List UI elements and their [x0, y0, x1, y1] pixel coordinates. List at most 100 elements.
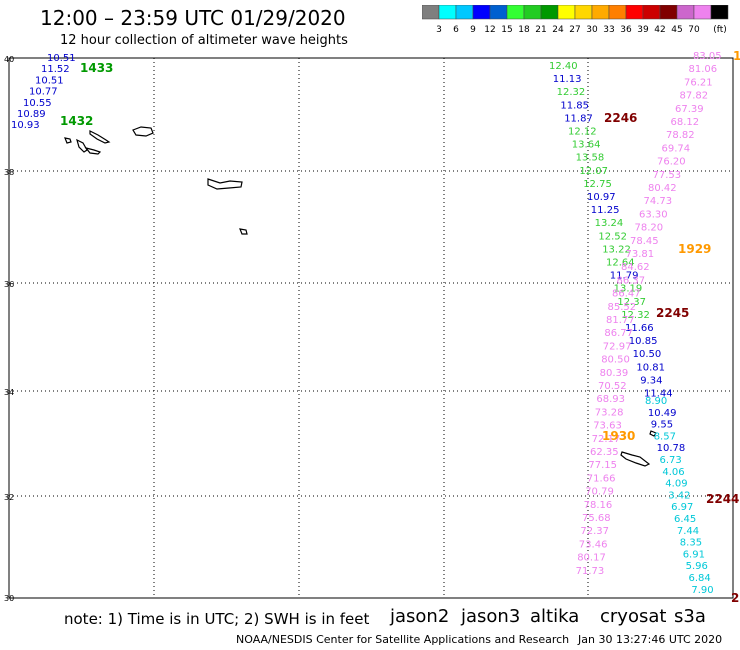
scale-label: 18: [518, 25, 530, 35]
swh-value-mid: 12.07: [579, 166, 608, 177]
pass-time-1432: 1432: [60, 114, 93, 128]
swh-value-lower: 8.90: [645, 396, 667, 407]
lat-label: 36: [4, 280, 14, 289]
swh-value-left: 10.77: [29, 87, 58, 98]
pass-time-1929: 1929: [678, 242, 711, 256]
swh-value-lower: 8.35: [680, 538, 702, 549]
pass-time-2: 2: [731, 591, 739, 605]
swh-value-right: 83.05: [693, 51, 722, 62]
lon-label: -15: [726, 604, 739, 605]
swh-value-right: 86.77: [604, 328, 633, 339]
island-outline: [84, 146, 102, 155]
swh-value-right: 80.39: [600, 368, 629, 379]
legend-jason3: jason3: [461, 606, 521, 627]
swh-value-lower: 7.44: [677, 526, 699, 537]
wave-height-map: 40 38 36 34 32 30-30 -27 -24 -21 -18 -15 10.5111.52…: [2, 49, 740, 605]
swh-value-lower: 6.97: [671, 502, 693, 513]
swh-value-right: 80.42: [648, 183, 677, 194]
swh-value-mid: 10.81: [636, 362, 665, 373]
swh-value-right: 74.73: [644, 196, 673, 207]
swh-value-mid: 12.37: [617, 297, 646, 308]
scale-label: 30: [586, 25, 598, 35]
pass-time-2244: 2244: [706, 492, 739, 506]
swh-value-right: 84.62: [621, 262, 650, 273]
lon-label: -18: [581, 604, 594, 605]
pass-time-1: 1: [733, 49, 740, 63]
generation-timestamp: Jan 30 13:27:46 UTC 2020: [578, 633, 723, 646]
lon-label: -21: [437, 604, 450, 605]
swh-value-right: 77.15: [588, 460, 617, 471]
scale-label: 24: [552, 25, 564, 35]
swh-value-right: 69.74: [662, 143, 691, 154]
color-scale-bar: 3 6 9 12 15 18 21 24 27 30 33 36 39 42 45 70 (ft): [422, 5, 729, 35]
swh-value-right: 73.28: [595, 407, 624, 418]
scale-swatch: [710, 5, 729, 20]
swh-value-mid: 13.22: [602, 244, 631, 255]
swh-value-mid: 11.25: [591, 205, 620, 216]
swh-value-right: 72.37: [580, 526, 609, 537]
legend-jason2: jason2: [390, 606, 450, 627]
swh-value-lower: 9.55: [651, 420, 673, 431]
swh-value-left: 10.51: [35, 75, 64, 86]
swh-value-right: 73.46: [579, 539, 608, 550]
map-frame: [8, 57, 734, 599]
swh-value-lower: 4.06: [662, 467, 684, 478]
scale-unit: (ft): [713, 25, 727, 35]
swh-value-left: 11.52: [41, 64, 70, 75]
pass-time-1930: 1930: [602, 429, 635, 443]
swh-value-mid: 11.13: [553, 74, 582, 85]
swh-value-right: 80.17: [577, 553, 606, 564]
map-subtitle: 12 hour collection of altimeter wave hei…: [60, 33, 348, 48]
swh-value-right: 86.47: [612, 289, 641, 300]
swh-value-mid: 11.66: [625, 323, 654, 334]
scale-label: 21: [535, 25, 546, 35]
island-outline: [89, 130, 111, 144]
swh-value-mid: 12.75: [583, 179, 612, 190]
swh-value-lower: 10.78: [657, 443, 686, 454]
swh-value-mid: 11.85: [560, 100, 589, 111]
swh-value-right: 72.97: [603, 341, 632, 352]
swh-value-left: 10.55: [23, 98, 52, 109]
swh-value-right: 78.45: [630, 236, 659, 247]
island-outline: [620, 451, 651, 467]
swh-value-mid: 12.64: [606, 258, 635, 269]
swh-value-mid: 12.32: [557, 87, 586, 98]
swh-value-mid: 12.52: [598, 231, 627, 242]
swh-value-lower: 10.49: [648, 408, 677, 419]
credit-line: NOAA/NESDIS Center for Satellite Applica…: [236, 633, 570, 646]
swh-value-right: 81.77: [606, 315, 635, 326]
swh-value-left: 10.89: [17, 109, 46, 120]
lon-label: -27: [147, 604, 160, 605]
swh-value-right: 78.20: [635, 223, 664, 234]
swh-value-lower: 8.57: [654, 431, 676, 442]
swh-value-mid: 11.44: [644, 389, 673, 400]
swh-value-right: 71.66: [587, 473, 616, 484]
island-outline: [649, 430, 657, 437]
swh-value-right: 76.21: [684, 77, 713, 88]
scale-label: 33: [603, 25, 614, 35]
swh-value-left: 10.93: [11, 120, 40, 131]
swh-value-right: 63.30: [639, 209, 668, 220]
swh-value-mid: 12.12: [568, 127, 597, 138]
scale-label: 12: [484, 25, 495, 35]
lat-label: 38: [4, 168, 14, 177]
swh-value-mid: 11.79: [610, 271, 639, 282]
scale-label: 27: [569, 25, 580, 35]
swh-value-right: 67.39: [675, 104, 704, 115]
swh-value-mid: 13.64: [572, 140, 601, 151]
lat-label: 32: [4, 493, 14, 502]
swh-value-right: 81.06: [689, 64, 718, 75]
scale-label: 70: [688, 25, 700, 35]
swh-value-right: 75.68: [582, 513, 611, 524]
island-outline: [132, 126, 154, 137]
island-outline: [64, 137, 72, 144]
pass-time-2245: 2245: [656, 306, 689, 320]
swh-value-right: 68.12: [671, 117, 700, 128]
swh-value-mid: 10.50: [633, 349, 662, 360]
pass-time-1433: 1433: [80, 61, 113, 75]
swh-value-right: 71.73: [576, 566, 605, 577]
scale-label: 15: [501, 25, 512, 35]
swh-value-right: 73.63: [593, 421, 622, 432]
lat-label: 34: [4, 388, 14, 397]
swh-value-mid: 12.32: [621, 310, 650, 321]
